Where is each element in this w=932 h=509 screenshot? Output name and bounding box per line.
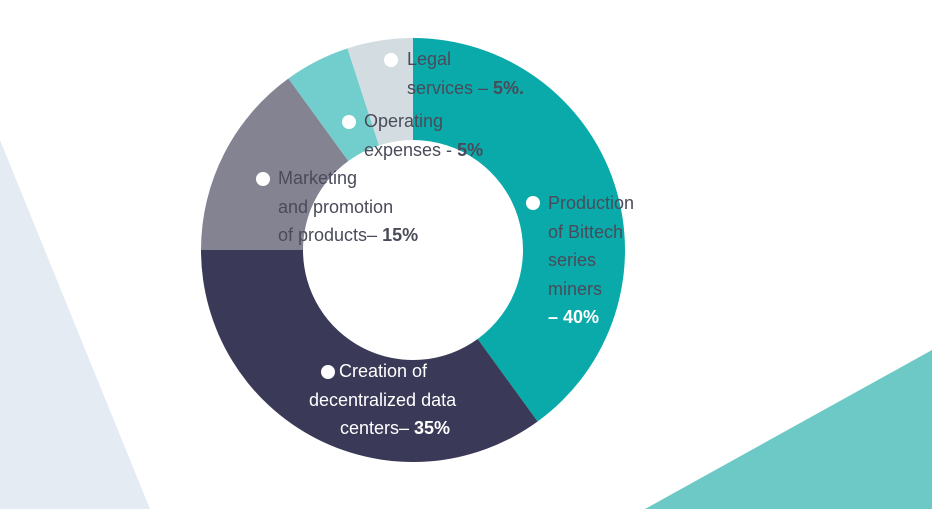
marketing-label-prefix: of products– — [278, 225, 383, 245]
production-label: Production of Bittech series miners – 40… — [548, 189, 634, 332]
legal-label: Legal services – 5%. — [407, 45, 524, 102]
production-label-line-3: series — [548, 250, 597, 270]
marketing-label-line-2: and promotion — [278, 196, 394, 217]
donut-slice-marketing — [201, 78, 349, 250]
legal-label-dot — [384, 53, 398, 67]
operating-label-line-1: Operating — [364, 111, 444, 131]
datacenters-label-line-3: centers– 35% — [309, 414, 481, 443]
legal-label-line-2: services – 5%. — [407, 74, 524, 103]
operating-percent: 5% — [457, 139, 484, 160]
marketing-label-line-1: Marketing — [278, 168, 358, 188]
production-percent: – 40% — [548, 307, 600, 327]
marketing-label-line-3: of products– 15% — [278, 221, 418, 250]
marketing-label-dot — [256, 172, 270, 186]
datacenters-label-line-2: decentralized data — [309, 389, 457, 410]
datacenters-percent: 35% — [414, 418, 451, 438]
datacenters-label-line-1: Creation of — [339, 361, 428, 381]
legal-label-prefix: services – — [407, 77, 494, 98]
marketing-label: Marketing and promotion of products– 15% — [278, 164, 418, 250]
donut-slice-legal — [347, 38, 413, 146]
legal-label-line-1: Legal — [407, 49, 452, 69]
production-label-line-1: Production — [548, 193, 635, 213]
operating-label-dot — [342, 115, 356, 129]
marketing-percent: 15% — [382, 225, 419, 245]
legal-percent: 5%. — [493, 77, 525, 98]
production-label-line-4: miners — [548, 278, 603, 299]
datacenters-label: Creation of decentralized data centers– … — [309, 357, 481, 443]
donut-slice-operating — [288, 48, 380, 162]
datacenters-label-prefix: centers– — [339, 418, 414, 438]
donut-slices — [201, 38, 625, 462]
production-label-dot — [526, 196, 540, 210]
operating-label-prefix: expenses - — [364, 139, 458, 160]
donut-slice-production — [413, 38, 625, 422]
operating-label: Operating expenses - 5% — [364, 107, 483, 164]
donut-slice-datacenters — [201, 250, 538, 462]
production-label-line-2: of Bittech — [548, 221, 624, 242]
datacenters-label-dot — [321, 365, 335, 379]
operating-label-line-2: expenses - 5% — [364, 136, 483, 165]
